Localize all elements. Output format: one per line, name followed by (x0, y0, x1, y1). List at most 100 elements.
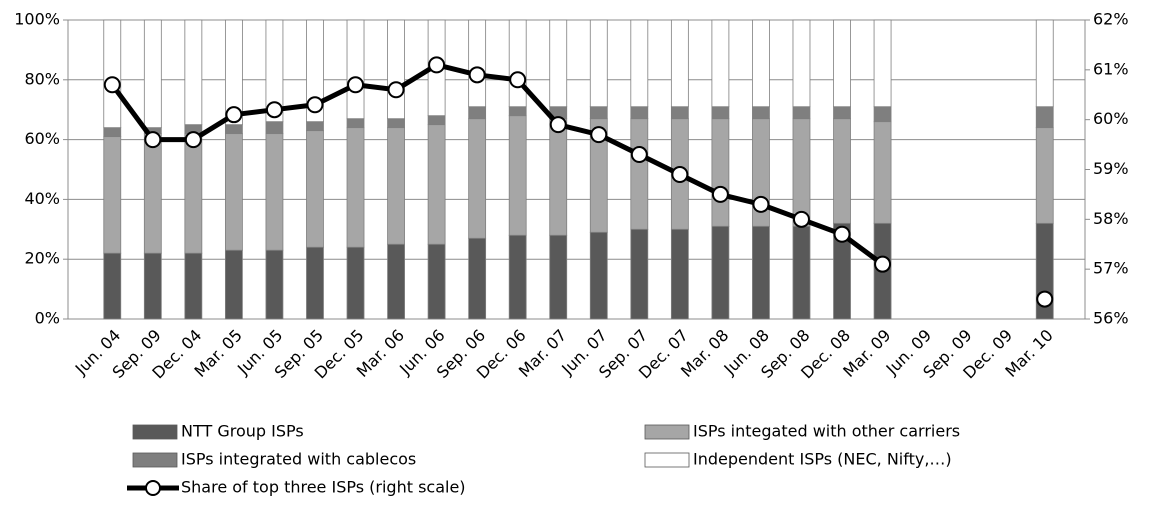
bar-segment (589, 106, 608, 120)
bar-segment (873, 121, 892, 224)
y-tick-label: 20% (24, 249, 60, 268)
bar-segment (549, 234, 568, 320)
bar-segment (630, 118, 649, 230)
bar-segment (265, 19, 284, 123)
line-marker (265, 101, 283, 119)
legend-swatch (644, 452, 690, 468)
bar-segment (792, 19, 811, 108)
bar-segment (468, 19, 487, 108)
legend-label: Independent ISPs (NEC, Nifty,…) (693, 450, 952, 469)
bar-segment (508, 106, 527, 117)
bar-segment (833, 19, 851, 108)
line-marker (347, 76, 365, 94)
line-marker (549, 116, 567, 134)
legend-swatch (132, 452, 178, 468)
legend-marker (145, 480, 161, 496)
line-marker (225, 106, 243, 124)
bar-segment (427, 243, 446, 320)
bar-segment (752, 19, 770, 108)
line-marker (1036, 290, 1054, 308)
bar-segment (224, 133, 243, 251)
bar-segment (752, 106, 770, 120)
line-marker (428, 56, 446, 74)
bar-segment (103, 127, 122, 138)
bar-segment (265, 121, 284, 135)
bar-segment (711, 19, 730, 108)
bar-segment (752, 225, 770, 320)
bar-segment (711, 225, 730, 320)
bar-segment (103, 136, 122, 254)
bar-segment (873, 19, 892, 108)
bar-segment (1035, 106, 1054, 129)
y2-tick-label: 61% (1093, 59, 1129, 78)
y-tick-label: 40% (24, 189, 60, 208)
bar-segment (711, 106, 730, 120)
bar-segment (346, 127, 365, 248)
bar-segment (387, 19, 405, 120)
line-marker (103, 76, 121, 94)
bar-segment (143, 19, 162, 129)
legend-label: Share of top three ISPs (right scale) (181, 478, 466, 497)
bar-segment (103, 19, 122, 129)
bar-segment (224, 249, 243, 320)
legend-swatch (132, 424, 178, 440)
bar-segment (184, 19, 203, 126)
bar-segment (833, 118, 851, 224)
bar-segment (508, 115, 527, 236)
bar-segment (468, 237, 487, 320)
bar-segment (630, 19, 649, 108)
legend-label: ISPs integated with other carriers (693, 422, 960, 441)
line-marker (752, 195, 770, 213)
bar-segment (427, 124, 446, 245)
bar-segment (346, 118, 365, 129)
bar-segment (143, 133, 162, 254)
y-tick-label: 0% (35, 309, 60, 328)
bar-segment (184, 252, 203, 320)
legend-swatch (644, 424, 690, 440)
bar-segment (224, 19, 243, 126)
y2-tick-label: 58% (1093, 209, 1129, 228)
bar-segment (630, 106, 649, 120)
bar-segment (873, 106, 892, 123)
line (112, 65, 1044, 299)
bar-segment (265, 249, 284, 320)
bar-segment (508, 234, 527, 320)
bar-segment (549, 19, 568, 108)
bar-segment (468, 118, 487, 239)
bar-segment (792, 106, 811, 120)
line-marker (711, 185, 729, 203)
y-tick-label: 60% (24, 129, 60, 148)
bar-segment (549, 118, 568, 236)
bar-segment (306, 130, 324, 248)
bar-segment (427, 115, 446, 126)
bar-segment (387, 118, 405, 129)
bar-segment (224, 124, 243, 135)
bar-segment (184, 133, 203, 254)
y2-tick-label: 62% (1093, 10, 1129, 29)
y2-tick-label: 59% (1093, 159, 1129, 178)
bar-segment (508, 19, 527, 108)
line-marker (387, 81, 405, 99)
bar-segment (387, 243, 405, 320)
bar-segment (306, 19, 324, 123)
bar-segment (103, 252, 122, 320)
line-marker (468, 66, 486, 84)
bar-segment (306, 246, 324, 320)
bar-segment (346, 246, 365, 320)
bar-segment (589, 231, 608, 320)
line-marker (630, 146, 648, 164)
bar-segment (468, 106, 487, 120)
y-tick-label: 80% (24, 69, 60, 88)
line-marker (874, 255, 892, 273)
bar-segment (670, 19, 689, 108)
line-marker (509, 71, 527, 89)
line-marker (590, 126, 608, 144)
bar-segment (630, 228, 649, 320)
bar-segment (387, 127, 405, 245)
bar-segment (792, 118, 811, 227)
y2-tick-label: 57% (1093, 259, 1129, 278)
bar-segment (711, 118, 730, 227)
legend-label: NTT Group ISPs (181, 422, 304, 441)
